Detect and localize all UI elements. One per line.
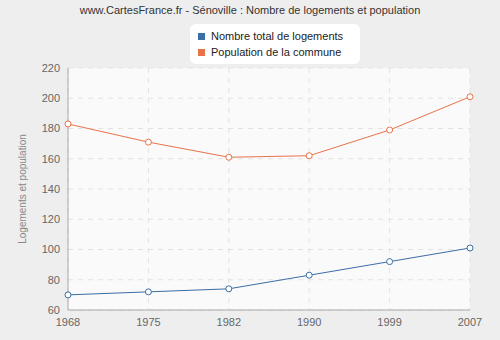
svg-text:120: 120 <box>42 213 60 225</box>
svg-text:180: 180 <box>42 122 60 134</box>
svg-text:160: 160 <box>42 153 60 165</box>
svg-text:1975: 1975 <box>136 316 160 328</box>
svg-text:140: 140 <box>42 183 60 195</box>
svg-text:1982: 1982 <box>217 316 241 328</box>
svg-text:1968: 1968 <box>56 316 80 328</box>
svg-text:200: 200 <box>42 92 60 104</box>
svg-text:Logements et population: Logements et population <box>17 134 28 244</box>
svg-text:220: 220 <box>42 62 60 74</box>
svg-text:1990: 1990 <box>297 316 321 328</box>
svg-text:60: 60 <box>48 304 60 316</box>
html-text:Population de la commune: Population de la commune <box>211 46 342 58</box>
svg-text:80: 80 <box>48 274 60 286</box>
svg-text:1999: 1999 <box>377 316 401 328</box>
svg-text:2007: 2007 <box>458 316 482 328</box>
svg-text:100: 100 <box>42 243 60 255</box>
html-text:www.CartesFrance.fr - Sénovill: www.CartesFrance.fr - Sénoville : Nombre… <box>79 4 421 16</box>
html-text:Nombre total de logements: Nombre total de logements <box>211 30 344 42</box>
